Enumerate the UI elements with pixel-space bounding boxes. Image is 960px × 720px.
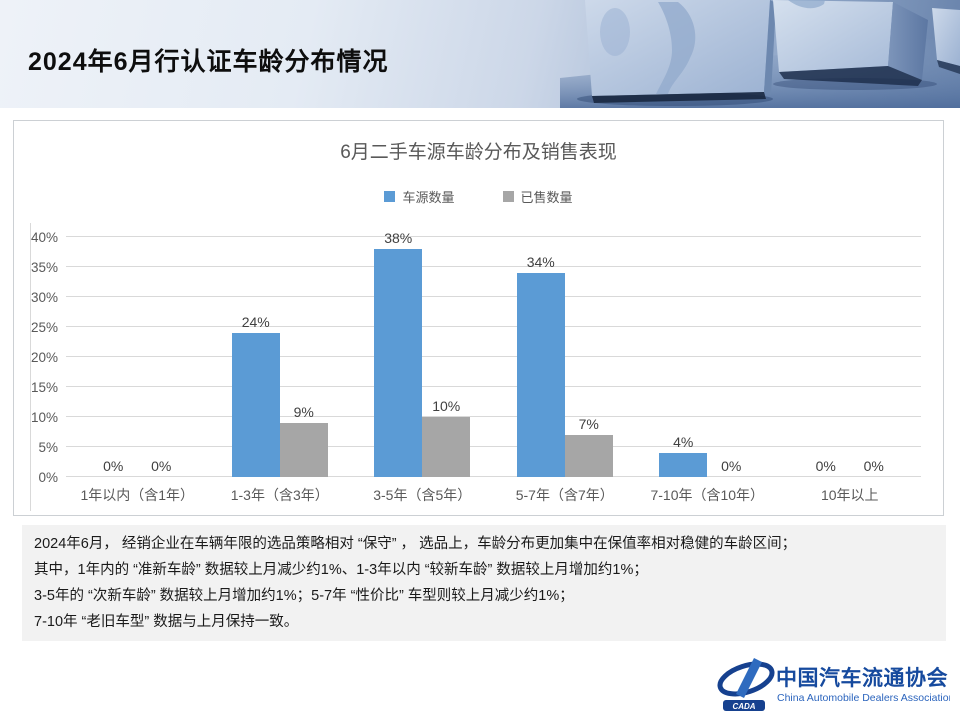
bar: 9% <box>279 404 328 477</box>
x-axis-label: 1年以内（含1年） <box>80 487 195 503</box>
bar-group: 34% 7% <box>494 237 637 477</box>
legend-swatch <box>384 191 396 202</box>
x-axis-label: 1-3年（含3年） <box>230 487 329 503</box>
bar-value-label: 10% <box>432 398 461 414</box>
header-banner: 2024年6月行认证车龄分布情况 <box>0 0 960 108</box>
bar: 10% <box>422 398 471 477</box>
summary-line: 2024年6月， 经销企业在车辆年限的选品策略相对 “保守” ， 选品上，车龄分… <box>34 536 797 552</box>
x-axis-label: 10年以上 <box>820 487 879 503</box>
summary-line: 其中，1年内的 “准新车龄” 数据较上月减少约1%、1-3年以内 “较新车龄” … <box>34 562 648 578</box>
legend-label: 车源数量 <box>402 190 455 205</box>
bar: 7% <box>564 416 613 477</box>
gridline <box>66 386 921 387</box>
bar: 34% <box>516 254 565 477</box>
x-axis-label: 3-5年（含5年） <box>373 487 472 503</box>
bar-value-label: 0% <box>721 458 742 474</box>
bar-value-label: 4% <box>673 434 694 450</box>
gridline <box>66 476 921 477</box>
logo-org-name-en: China Automobile Dealers Association <box>777 692 950 704</box>
bar: 4% <box>659 434 708 477</box>
y-axis-label: 30% <box>30 289 58 305</box>
gridline <box>66 446 921 447</box>
y-axis-label: 15% <box>30 379 58 395</box>
svg-text:CADA: CADA <box>732 702 755 711</box>
chart-legend: 车源数量 已售数量 <box>14 187 943 206</box>
legend-item: 车源数量 <box>384 187 455 206</box>
bar-value-label: 9% <box>293 404 314 420</box>
bar-value-label: 7% <box>578 416 599 432</box>
summary-line: 3-5年的 “次新车龄” 数据较上月增加约1%；5-7年 “性价比” 车型则较上… <box>34 588 574 604</box>
legend-swatch <box>502 191 514 202</box>
bar-value-label: 0% <box>863 458 884 474</box>
bar-group: 0% 0% <box>66 237 209 477</box>
y-axis-label: 40% <box>30 229 58 245</box>
summary-box: 2024年6月， 经销企业在车辆年限的选品策略相对 “保守” ， 选品上，车龄分… <box>22 525 946 641</box>
page-title: 2024年6月行认证车龄分布情况 <box>28 48 389 76</box>
y-axis-label: 10% <box>30 409 58 425</box>
cubes-graphic <box>560 0 960 108</box>
x-axis-label: 5-7年（含7年） <box>515 487 614 503</box>
bar-group: 0% 0% <box>779 237 922 477</box>
y-axis-label: 25% <box>30 319 58 335</box>
plot-area: 0% 5% 10% 15% 20% 25% 30% 35% 40% 0% 0% 24% 9% 38% 10%… <box>30 223 922 511</box>
y-axis-label: 5% <box>38 439 58 455</box>
logo-mark-icon: CADA <box>717 658 775 711</box>
gridline <box>66 356 921 357</box>
gridline <box>66 416 921 417</box>
chart-title: 6月二手车源车龄分布及销售表现 <box>340 142 617 163</box>
y-axis-label: 20% <box>30 349 58 365</box>
gridline <box>66 266 921 267</box>
legend-item: 已售数量 <box>502 187 573 206</box>
legend-label: 已售数量 <box>520 190 573 205</box>
y-axis-label: 35% <box>30 259 58 275</box>
x-axis-label: 7-10年（含10年） <box>650 487 765 503</box>
bar-value-label: 0% <box>151 458 172 474</box>
bar-value-label: 38% <box>384 230 413 246</box>
gridline <box>66 296 921 297</box>
summary-line: 7-10年 “老旧车型” 数据与上月保持一致。 <box>34 614 299 630</box>
bar-group: 4% 0% <box>636 237 779 477</box>
bar-value-label: 34% <box>526 254 555 270</box>
bar-value-label: 0% <box>103 458 124 474</box>
chart-card: 6月二手车源车龄分布及销售表现 车源数量 已售数量 0% 5% 10% 15% 20% 25… <box>13 120 944 516</box>
axis-line <box>30 223 31 511</box>
bar: 24% <box>231 314 280 477</box>
x-axis-labels: 1年以内（含1年） 1-3年（含3年） 3-5年（含5年） 5-7年（含7年） 7-10… <box>66 485 921 505</box>
bar-group: 24% 9% <box>209 237 352 477</box>
gridline <box>66 326 921 327</box>
bar: 38% <box>374 230 423 477</box>
bar-value-label: 0% <box>815 458 836 474</box>
bar-value-label: 24% <box>241 314 270 330</box>
bar-groups: 0% 0% 24% 9% 38% 10% 34% 7% 4% 0% 0% 0% <box>66 230 922 477</box>
logo-org-name-cn: 中国汽车流通协会 <box>776 666 948 690</box>
cada-logo: CADA 中国汽车流通协会 China Automobile Dealers A… <box>714 656 955 719</box>
bar-group: 38% 10% <box>351 230 494 477</box>
gridline <box>66 236 921 237</box>
y-axis-label: 0% <box>38 469 58 485</box>
